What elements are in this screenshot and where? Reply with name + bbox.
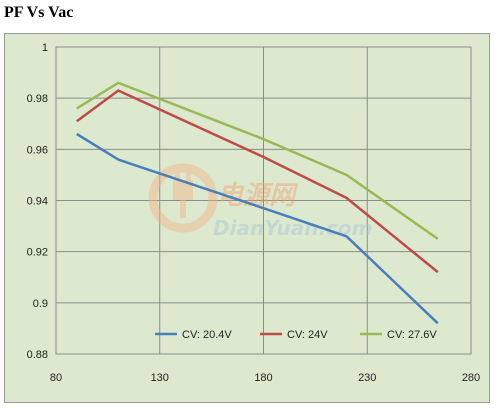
legend-label: CV: 24V — [287, 329, 328, 341]
legend-label: CV: 27.6V — [387, 329, 437, 341]
y-tick-label: 0.88 — [27, 349, 48, 361]
y-tick-label: 0.94 — [27, 196, 48, 208]
power-plug-icon — [148, 163, 218, 233]
series-line-cv-20-4v — [76, 132, 439, 325]
y-tick-label: 0.98 — [27, 93, 48, 105]
series-line-cv-24v — [76, 89, 439, 274]
x-axis-tick-labels: 80 130 180 230 280 — [50, 372, 480, 384]
y-tick-label: 1 — [42, 42, 48, 54]
chart-frame: 电源网 DianYuan.com 0.88 0.9 0.92 0.94 0.96 0.98… — [4, 33, 490, 403]
y-tick-label: 0.96 — [27, 144, 48, 156]
series-lines — [76, 81, 439, 325]
legend: CV: 20.4V CV: 24V CV: 27.6V — [155, 329, 437, 341]
line-chart: 电源网 DianYuan.com 0.880.90.920.940.960.98… — [27, 42, 481, 384]
y-tick-label: 0.92 — [27, 247, 48, 259]
y-tick-label: 0.9 — [33, 298, 48, 310]
legend-label: CV: 20.4V — [182, 329, 232, 341]
x-tick-label: 230 — [358, 372, 376, 384]
grid-lines — [56, 46, 472, 354]
watermark-url: DianYuan.com — [213, 216, 372, 240]
page-title: PF Vs Vac — [4, 4, 74, 21]
series-line-cv-27-6v — [76, 81, 439, 240]
x-tick-label: 280 — [462, 372, 480, 384]
x-tick-label: 180 — [254, 372, 272, 384]
x-tick-label: 130 — [151, 372, 169, 384]
y-axis-tick-labels: 0.88 0.9 0.92 0.94 0.96 0.98 1 — [27, 42, 48, 361]
x-tick-label: 80 — [50, 372, 62, 384]
